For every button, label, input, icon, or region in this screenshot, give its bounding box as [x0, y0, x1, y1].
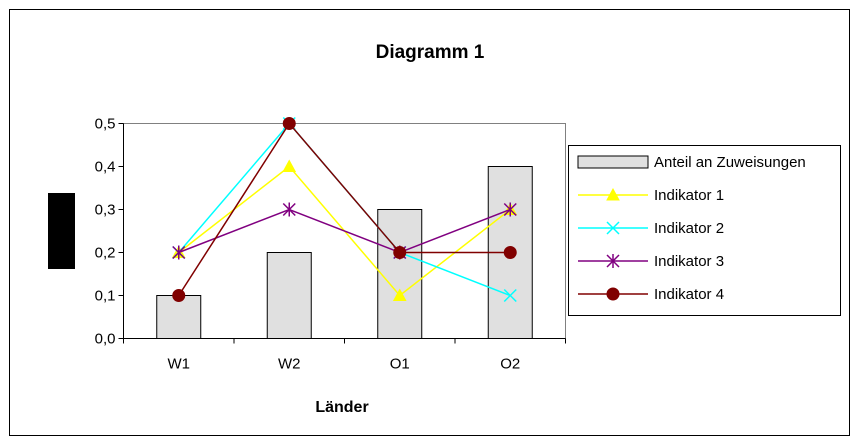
legend-label: Indikator 4 — [654, 286, 724, 303]
y-axis: 0,0 0,1 0,2 0,3 0,4 0,5 — [95, 116, 124, 348]
y-tick-label: 0,2 — [95, 245, 116, 262]
y-tick-label: 0,5 — [95, 116, 116, 133]
bar — [266, 252, 312, 339]
x-tick-label: O2 — [500, 356, 520, 373]
legend-marker — [606, 187, 620, 201]
bar — [156, 295, 202, 339]
chart-title: Diagramm 1 — [376, 42, 485, 63]
legend-label: Indikator 2 — [654, 220, 724, 237]
legend-label: Anteil an Zuweisungen — [654, 154, 806, 171]
legend: Anteil an Zuweisungen Indikator 1 Indikato… — [568, 145, 841, 316]
x-axis-title: Länder — [315, 399, 368, 416]
legend-marker — [606, 287, 620, 301]
data-point — [282, 202, 296, 217]
data-point — [282, 117, 296, 130]
legend-label: Indikator 1 — [654, 187, 724, 204]
data-point — [393, 246, 407, 259]
legend-box — [568, 145, 841, 316]
y-axis-title-box — [48, 193, 75, 269]
legend-label: Indikator 3 — [654, 253, 724, 270]
bar-series — [156, 166, 533, 339]
data-point — [503, 246, 517, 259]
legend-marker — [606, 254, 620, 268]
line-series — [171, 116, 518, 303]
bar — [377, 209, 423, 339]
x-tick-label: W1 — [168, 356, 191, 373]
legend-swatch — [577, 155, 649, 169]
legend-marker — [606, 221, 620, 235]
y-tick-label: 0,1 — [95, 288, 116, 305]
data-point — [172, 289, 186, 302]
data-point — [282, 159, 297, 172]
y-tick-label: 0,4 — [95, 159, 116, 176]
series-4 — [172, 117, 517, 302]
y-tick-label: 0,0 — [95, 331, 116, 348]
y-tick-label: 0,3 — [95, 202, 116, 219]
data-point — [503, 202, 517, 217]
data-point — [503, 288, 517, 303]
x-tick-label: W2 — [278, 356, 301, 373]
x-tick-label: O1 — [390, 356, 410, 373]
series-line — [178, 122, 511, 296]
data-point — [392, 288, 407, 301]
data-point — [172, 245, 186, 260]
series-line — [178, 208, 511, 254]
